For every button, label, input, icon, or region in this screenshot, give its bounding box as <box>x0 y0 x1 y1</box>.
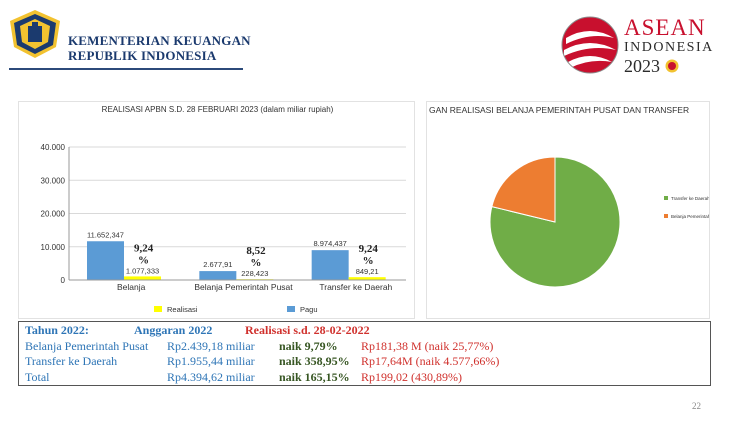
bar-pagu <box>199 271 237 280</box>
pie-legend-label: Belanja Pemerintah P <box>671 214 710 219</box>
summary-row: Total Rp4.394,62 miliar naik 165,15% Rp199,… <box>25 370 704 386</box>
bar-realisasi <box>348 277 386 280</box>
asean-indonesia-logo <box>561 16 619 74</box>
pagu-data-label: 8.974,437 <box>313 239 346 248</box>
bar-chart: 0 10.000 20.000 30.000 40.000 11.652,347 1.077… <box>41 143 406 314</box>
summary-header-row: Tahun 2022: Anggaran 2022 Realisasi s.d.… <box>25 323 704 339</box>
asean-wordmark: ASEAN INDONESIA 2023 <box>624 15 714 77</box>
x-category-label: Transfer ke Daerah <box>319 282 392 292</box>
summary-real: Rp17,64M (naik 4.577,66%) <box>361 354 500 368</box>
percent-label: 9,24% <box>134 242 154 266</box>
percent-label: 9,24% <box>359 243 379 267</box>
summary-label: Belanja Pemerintah Pusat <box>25 338 149 353</box>
y-tick-label: 0 <box>61 276 66 285</box>
x-category-label: Belanja Pemerintah Pusat <box>194 282 293 292</box>
pie-legend-swatch <box>664 196 668 200</box>
y-tick-label: 30.000 <box>41 176 66 185</box>
summary-change: naik 358,95% <box>279 354 350 368</box>
pie-chart: Transfer ke Daerah Belanja Pemerintah P <box>489 156 710 288</box>
summary-year: Tahun 2022: <box>25 323 89 337</box>
pie-chart-title: GAN REALISASI BELANJA PEMERINTAH PUSAT D… <box>429 105 690 115</box>
summary-change: naik 165,15% <box>279 369 350 384</box>
summary-row: Belanja Pemerintah Pusat Rp2.439,18 milia… <box>25 339 704 355</box>
summary-label: Transfer ke Daerah <box>25 354 118 368</box>
org-line-2: REPUBLIK INDONESIA <box>68 48 217 63</box>
summary-rows: Belanja Pemerintah Pusat Rp2.439,18 milia… <box>25 339 704 386</box>
pie-legend-swatch <box>664 214 668 218</box>
summary-real: Rp199,02 (430,89%) <box>361 369 462 384</box>
summary-real: Rp181,38 M (naik 25,77%) <box>361 338 494 353</box>
y-tick-label: 10.000 <box>41 243 66 252</box>
header-rule <box>9 68 243 70</box>
bar-chart-title: REALISASI APBN S.D. 28 FEBRUARI 2023 (da… <box>101 105 334 114</box>
asean-emblem-icon <box>665 59 678 73</box>
bar-realisasi <box>124 276 161 280</box>
y-tick-label: 40.000 <box>41 143 66 152</box>
summary-value: Rp1.955,44 miliar <box>167 354 255 368</box>
org-line-1: KEMENTERIAN KEUANGAN <box>68 33 251 48</box>
pie-slice <box>491 156 556 223</box>
asean-year: 2023 <box>624 56 660 76</box>
asean-wordmark-line-3: 2023 <box>624 56 714 76</box>
legend-label: Realisasi <box>167 305 198 314</box>
summary-label: Total <box>25 369 50 384</box>
asean-wordmark-line-2: INDONESIA <box>624 40 714 55</box>
summary-value: Rp2.439,18 miliar <box>167 338 255 353</box>
realisasi-data-label: 1.077,333 <box>126 266 159 275</box>
percent-label: 8,52% <box>246 245 266 269</box>
bar-pagu <box>87 241 124 280</box>
legend-swatch <box>154 306 162 312</box>
legend-label: Pagu <box>300 305 318 314</box>
bar-chart-panel: REALISASI APBN S.D. 28 FEBRUARI 2023 (da… <box>18 101 415 319</box>
pagu-data-label: 11.652,347 <box>87 230 124 239</box>
x-category-label: Belanja <box>117 282 146 292</box>
summary-budget-heading: Anggaran 2022 <box>134 323 213 337</box>
bar-pagu <box>311 250 349 280</box>
summary-change: naik 9,79% <box>279 338 338 353</box>
y-tick-label: 20.000 <box>41 210 66 219</box>
asean-wordmark-line-1: ASEAN <box>624 15 706 40</box>
pagu-data-label: 2.677,91 <box>203 260 232 269</box>
realisasi-data-label: 849,21 <box>356 267 379 276</box>
pie-legend-label: Transfer ke Daerah <box>671 196 710 201</box>
organization-name: KEMENTERIAN KEUANGAN REPUBLIK INDONESIA <box>68 33 251 63</box>
summary-value: Rp4.394,62 miliar <box>167 369 255 384</box>
summary-box: Tahun 2022: Anggaran 2022 Realisasi s.d.… <box>18 321 711 386</box>
realisasi-data-label: 228,423 <box>241 269 268 278</box>
legend-swatch <box>287 306 295 312</box>
kemenkeu-logo <box>10 10 60 58</box>
summary-row: Transfer ke Daerah Rp1.955,44 miliar naik … <box>25 354 704 370</box>
page-number: 22 <box>692 401 701 411</box>
summary-realization-heading: Realisasi s.d. 28-02-2022 <box>245 323 370 337</box>
pie-chart-panel: GAN REALISASI BELANJA PEMERINTAH PUSAT D… <box>426 101 710 319</box>
